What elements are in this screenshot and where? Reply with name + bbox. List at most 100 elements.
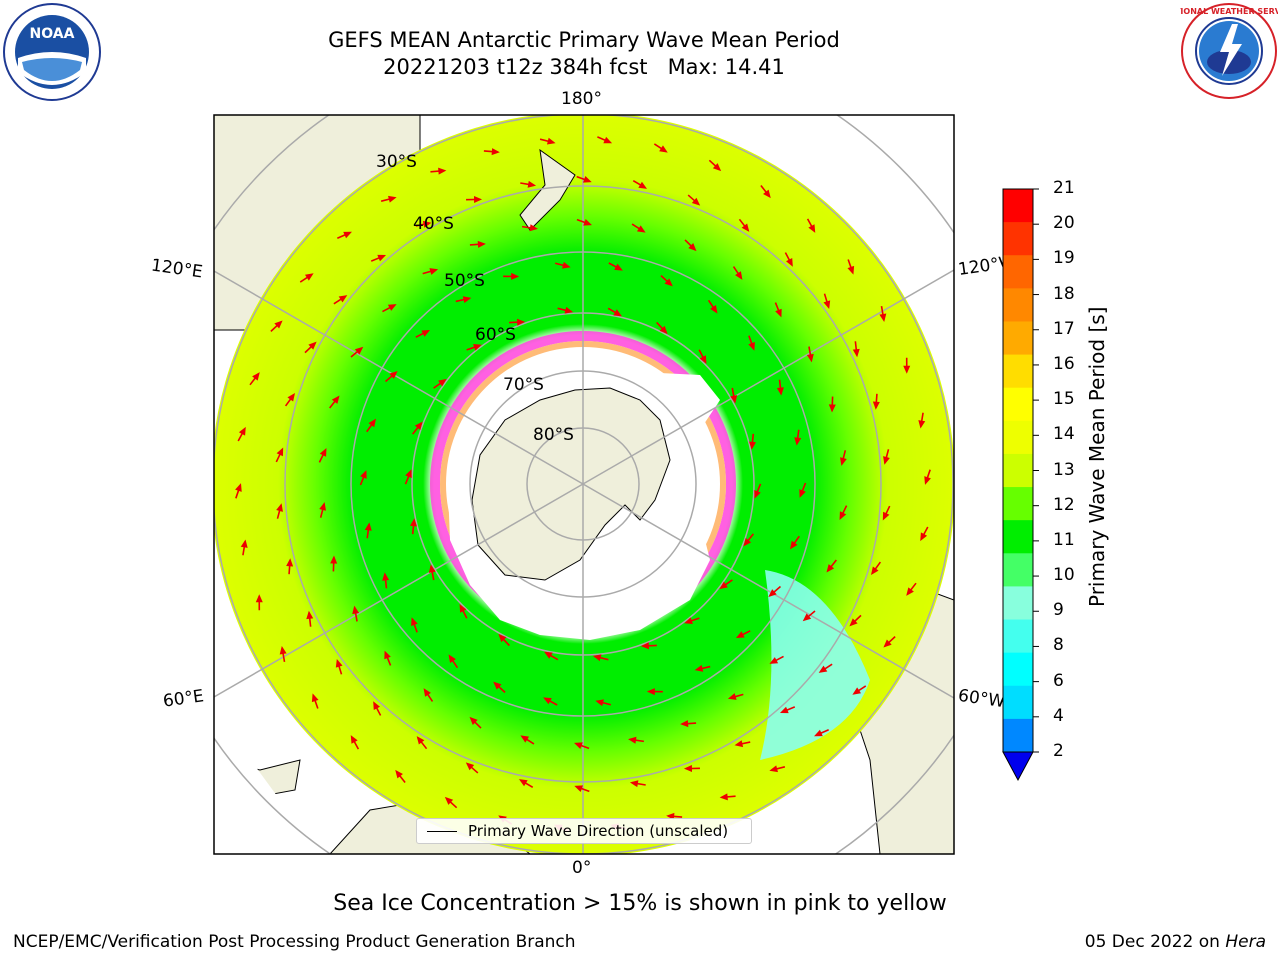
wave-arrow-head bbox=[411, 617, 418, 626]
footer-machine-name: Hera bbox=[1225, 932, 1266, 952]
wave-arrow-head bbox=[769, 657, 779, 664]
wave-arrow-head bbox=[754, 489, 761, 499]
colorbar-band bbox=[1003, 321, 1033, 356]
wave-arrow-head bbox=[235, 483, 242, 492]
wave-arrow-head bbox=[636, 225, 646, 233]
svg-text:NATIONAL WEATHER SERVICE: NATIONAL WEATHER SERVICE bbox=[1180, 7, 1278, 16]
wave-arrow-head bbox=[477, 240, 486, 248]
wave-arrow-head bbox=[918, 420, 926, 429]
wave-arrow-head bbox=[871, 566, 879, 575]
colorbar-tick-label: 20 bbox=[1053, 213, 1075, 234]
map-frame bbox=[213, 114, 955, 855]
wave-arrow-head bbox=[640, 642, 650, 650]
wave-arrow-head bbox=[882, 511, 890, 521]
wave-arrow-head bbox=[920, 532, 928, 542]
wave-arrow-head bbox=[423, 688, 431, 697]
colorbar-band bbox=[1003, 255, 1033, 289]
wave-arrow-head bbox=[790, 540, 798, 550]
wave-arrow-head bbox=[384, 650, 391, 660]
wave-arrow-head bbox=[544, 651, 553, 659]
wave-arrow-head bbox=[562, 261, 571, 269]
wave-arrow-head bbox=[520, 735, 530, 743]
wave-arrow-head bbox=[287, 393, 295, 402]
wave-arrow-head bbox=[306, 610, 314, 620]
wave-arrow-head bbox=[582, 176, 592, 183]
chart-subtitle: 20221203 t12z 384h fcst Max: 14.41 bbox=[383, 55, 785, 79]
wave-arrow-head bbox=[498, 633, 507, 643]
wave-arrow-head bbox=[459, 603, 467, 613]
wave-arrow-head bbox=[883, 456, 890, 465]
wave-arrow-head bbox=[305, 273, 314, 281]
wave-arrow-head bbox=[814, 729, 823, 737]
colorbar-tick-label: 9 bbox=[1053, 600, 1064, 621]
wave-arrow-head bbox=[727, 693, 737, 700]
wave-arrow-head bbox=[308, 341, 317, 350]
wave-arrow-head bbox=[543, 697, 552, 705]
wave-arrow-head bbox=[638, 181, 648, 189]
wave-arrow-head bbox=[749, 441, 756, 450]
wave-arrow-head bbox=[595, 699, 604, 707]
wave-arrow-head bbox=[688, 243, 697, 252]
lon-label-60e: 60°E bbox=[161, 686, 206, 712]
colorbar-band bbox=[1003, 553, 1033, 587]
wave-arrow-head bbox=[826, 564, 835, 573]
wave-arrow-head bbox=[352, 605, 360, 615]
lat-label-40s: 40°S bbox=[413, 214, 454, 234]
wave-arrow-head bbox=[373, 701, 380, 710]
wave-arrow-head bbox=[527, 180, 537, 188]
colorbar-band bbox=[1003, 685, 1033, 720]
lat-label-80s: 80°S bbox=[533, 425, 574, 445]
wave-arrow-head bbox=[473, 195, 483, 203]
wave-arrow-head bbox=[818, 665, 828, 673]
wave-arrow-head bbox=[735, 631, 745, 639]
polar-map bbox=[213, 114, 955, 855]
wave-arrow-head bbox=[405, 469, 412, 479]
wave-arrow-head bbox=[743, 537, 752, 547]
wave-arrow-head bbox=[422, 220, 432, 228]
wave-arrow-head bbox=[516, 318, 526, 326]
wave-arrow-head bbox=[883, 639, 892, 648]
wave-arrow-head bbox=[574, 742, 583, 749]
wave-arrow-head bbox=[808, 224, 816, 233]
wave-arrow-head bbox=[799, 489, 806, 498]
footer-date: 05 Dec 2022 on Hera bbox=[1085, 932, 1266, 952]
colorbar-tick-label: 14 bbox=[1053, 424, 1075, 445]
wave-arrow-head bbox=[428, 564, 436, 573]
wave-arrow-head bbox=[469, 716, 478, 725]
wave-arrow-head bbox=[828, 404, 836, 413]
wave-arrow-head bbox=[779, 706, 789, 714]
wave-arrow-head bbox=[786, 258, 793, 267]
wave-arrow-head bbox=[429, 268, 439, 275]
wave-arrow-head bbox=[465, 762, 475, 771]
wave-arrow-head bbox=[240, 539, 248, 548]
colorbar-tick-label: 11 bbox=[1053, 529, 1075, 550]
wave-arrow-head bbox=[473, 344, 482, 351]
colorbar-band bbox=[1003, 387, 1033, 422]
wave-arrow-head bbox=[388, 195, 397, 203]
legend-label: Primary Wave Direction (unscaled) bbox=[468, 822, 729, 840]
wave-arrow-head bbox=[274, 320, 283, 329]
wave-arrow-head bbox=[410, 518, 417, 527]
wave-arrow-head bbox=[775, 308, 782, 318]
wave-arrow-head bbox=[629, 780, 639, 788]
colorbar-label: Primary Wave Mean Period [s] bbox=[1085, 306, 1109, 608]
wave-arrow-head bbox=[699, 355, 707, 365]
wave-arrow-head bbox=[350, 735, 358, 744]
colorbar-tick-label: 13 bbox=[1053, 459, 1075, 480]
wave-arrow-head bbox=[546, 137, 556, 145]
noaa-logo: NOAA bbox=[3, 3, 101, 101]
wave-arrow-head bbox=[252, 372, 260, 381]
wave-arrow-head bbox=[768, 589, 777, 597]
wave-arrow-head bbox=[368, 418, 376, 428]
colorbar-band bbox=[1003, 354, 1033, 389]
wave-arrow-head bbox=[659, 325, 668, 335]
wave-arrow-head bbox=[444, 796, 454, 805]
wave-arrow-head bbox=[438, 378, 447, 387]
wave-arrow-head bbox=[583, 219, 592, 226]
wave-arrow-head bbox=[710, 305, 718, 314]
wave-arrow-head bbox=[387, 304, 397, 311]
wave-arrow-head bbox=[438, 167, 447, 175]
wave-arrow-head bbox=[769, 765, 778, 773]
wave-arrow-head bbox=[872, 401, 880, 410]
wave-arrow-head bbox=[903, 365, 911, 374]
